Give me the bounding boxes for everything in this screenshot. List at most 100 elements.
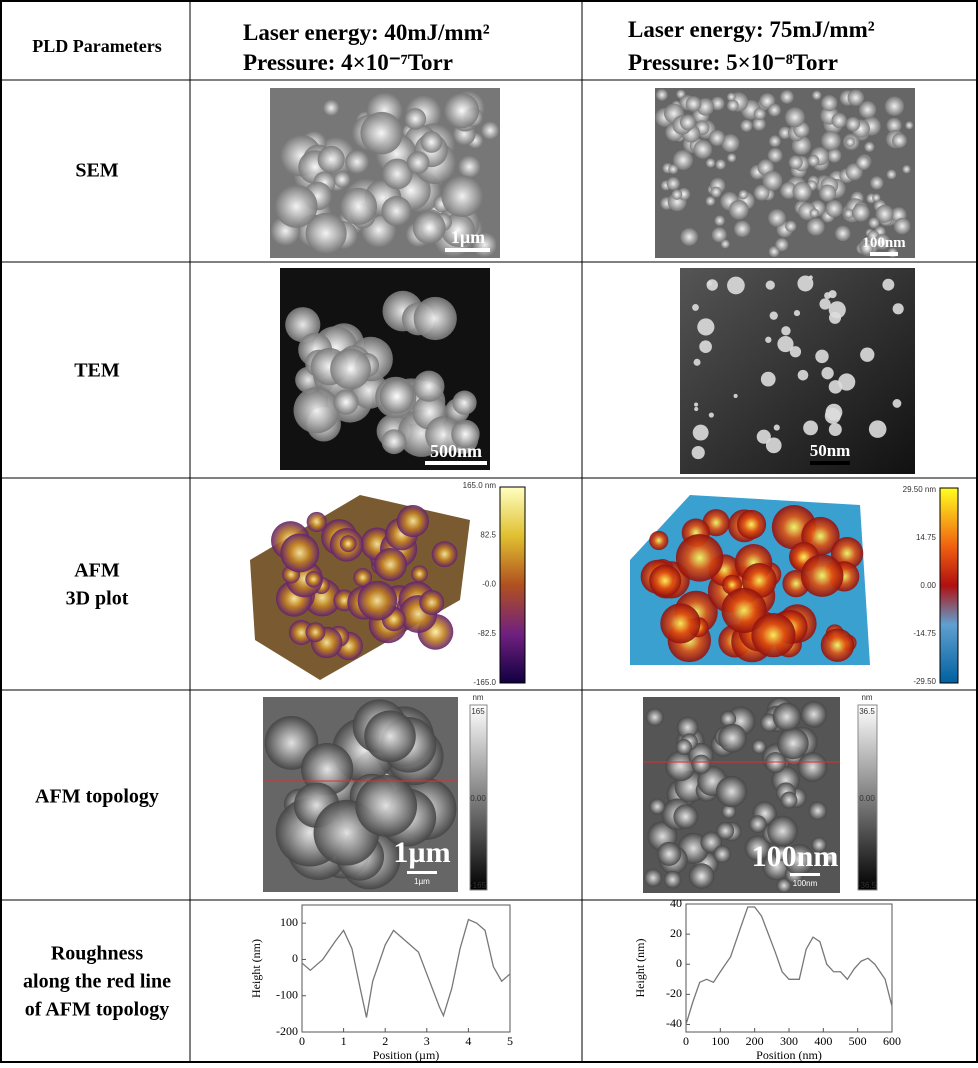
texture [380,379,415,414]
y-tick-label: -20 [666,986,682,1000]
texture [374,548,407,581]
texture [444,93,479,128]
texture [358,581,398,621]
colorbar-label: -29.50 [913,677,936,686]
texture [676,534,723,581]
texture [481,121,499,139]
texture [754,108,766,120]
texture [749,815,767,833]
row-label: SEM [75,160,118,182]
texture [785,221,796,232]
texture [882,279,894,291]
row-label: 3D plot [66,588,129,610]
x-tick-label: 0 [299,1034,305,1048]
y-tick-label: 0 [676,956,682,970]
texture [340,188,377,225]
texture [780,90,794,104]
texture [801,554,844,597]
texture [411,565,428,582]
texture [765,337,771,343]
texture [894,218,910,234]
header: Laser energy: 75mJ/mm² [628,17,875,42]
texture [845,137,855,147]
x-tick-label: 200 [746,1034,764,1048]
texture [829,290,837,298]
texture [673,804,698,829]
y-tick-label: -200 [276,1024,298,1038]
line [686,907,892,1024]
colorbar-label: -14.75 [913,629,936,638]
texture [751,613,795,657]
texture [706,158,715,167]
texture [414,297,457,340]
texture [734,221,751,238]
texture [692,755,711,774]
texture [821,367,833,379]
texture [769,135,781,147]
scale-label: 50nm [810,441,851,460]
texture [777,336,793,352]
texture [737,510,766,539]
texture [757,430,771,444]
texture [809,275,813,279]
x-tick-label: 1 [341,1034,347,1048]
header: Pressure: 5×10⁻⁸Torr [628,50,838,75]
x-tick-label: 0 [683,1034,689,1048]
texture [713,845,731,863]
texture [345,150,369,174]
texture [421,131,443,153]
y-tick-label: 20 [670,926,682,940]
texture [789,155,803,169]
texture [694,359,701,366]
texture [819,184,836,201]
texture [846,117,860,131]
texture [694,140,713,159]
texture [763,171,783,191]
texture [885,97,904,116]
texture [852,204,870,222]
texture [413,211,446,244]
texture [808,802,827,821]
row-label: AFM topology [35,786,159,808]
texture [419,590,444,615]
x-tick-label: 100 [711,1034,729,1048]
colorbar [500,487,525,683]
texture [774,425,780,431]
colorbar-label: -36.5 [858,881,877,890]
row-label: of AFM topology [25,999,169,1021]
y-axis-label: Height (nm) [633,939,647,998]
colorbar-label: 36.5 [859,707,875,716]
texture [761,372,776,387]
colorbar-label: 82.5 [480,530,496,539]
colorbar-label: 165.0 nm [463,481,497,490]
texture [829,423,842,436]
texture [794,310,800,316]
colorbar [940,488,958,683]
texture [729,200,749,220]
texture [694,402,698,406]
texture [680,228,698,246]
y-axis-label: Height (nm) [249,939,263,998]
texture [821,131,841,151]
texture [333,390,358,415]
x-tick-label: 5 [507,1034,513,1048]
texture [801,701,827,727]
texture [676,739,692,755]
texture [887,169,897,179]
colorbar-unit: nm [472,693,483,702]
x-tick-label: 2 [382,1034,388,1048]
texture [404,108,426,130]
texture [838,373,855,390]
texture [876,205,894,223]
texture [872,194,880,202]
texture [902,165,910,173]
texture [768,104,781,117]
x-tick-label: 500 [849,1034,867,1048]
texture [714,215,724,225]
texture [657,842,681,866]
scale-bar [407,871,437,874]
texture [397,505,429,537]
texture [821,95,837,111]
header: Pressure: 4×10⁻⁷Torr [243,50,453,75]
texture [413,371,444,402]
